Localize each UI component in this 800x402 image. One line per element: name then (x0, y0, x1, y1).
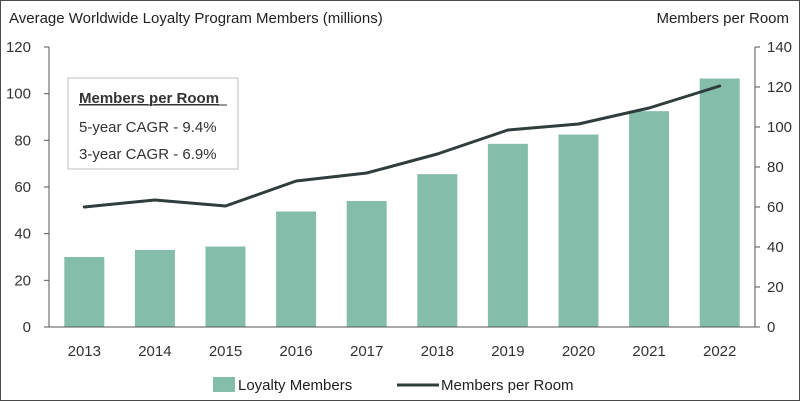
right-tick-label: 100 (767, 119, 792, 136)
legend-swatch-bar (213, 377, 235, 392)
x-tick-label: 2021 (632, 343, 665, 360)
right-tick-label: 40 (767, 239, 784, 256)
bar-2019 (488, 144, 528, 327)
left-tick-label: 120 (6, 39, 31, 56)
bar-2020 (559, 135, 599, 328)
x-tick-label: 2018 (421, 343, 454, 360)
legend-label-bar: Loyalty Members (238, 377, 352, 394)
bar-2021 (629, 111, 669, 327)
right-tick-label: 120 (767, 79, 792, 96)
callout-box: Members per Room 5-year CAGR - 9.4% 3-ye… (68, 78, 238, 169)
x-tick-label: 2017 (350, 343, 383, 360)
bar-2014 (135, 250, 175, 327)
legend-label-line: Members per Room (441, 377, 574, 394)
bar-2016 (276, 212, 316, 328)
right-tick-label: 0 (767, 319, 775, 336)
legend: Loyalty Members Members per Room (213, 377, 574, 394)
right-tick-label: 140 (767, 39, 792, 56)
right-tick-label: 60 (767, 199, 784, 216)
bar-2017 (347, 201, 387, 327)
right-tick-label: 80 (767, 159, 784, 176)
left-tick-label: 20 (14, 272, 31, 289)
x-tick-label: 2020 (562, 343, 595, 360)
x-tick-label: 2022 (703, 343, 736, 360)
bar-2018 (417, 174, 457, 327)
right-axis-title: Members per Room (656, 10, 789, 27)
x-tick-label: 2016 (279, 343, 312, 360)
left-tick-label: 80 (14, 132, 31, 149)
callout-line-1: 5-year CAGR - 9.4% (79, 119, 217, 136)
left-tick-label: 100 (6, 86, 31, 103)
left-tick-label: 40 (14, 226, 31, 243)
callout-line-2: 3-year CAGR - 6.9% (79, 146, 217, 163)
bar-2022 (700, 79, 740, 328)
bar-2013 (64, 257, 104, 327)
x-tick-label: 2019 (491, 343, 524, 360)
right-tick-label: 20 (767, 279, 784, 296)
left-tick-label: 0 (23, 319, 31, 336)
x-tick-label: 2014 (138, 343, 171, 360)
chart-title: Average Worldwide Loyalty Program Member… (9, 10, 383, 27)
left-tick-label: 60 (14, 179, 31, 196)
x-tick-label: 2013 (68, 343, 101, 360)
callout-title: Members per Room (79, 90, 219, 107)
bar-2015 (206, 247, 246, 328)
x-tick-label: 2015 (209, 343, 242, 360)
